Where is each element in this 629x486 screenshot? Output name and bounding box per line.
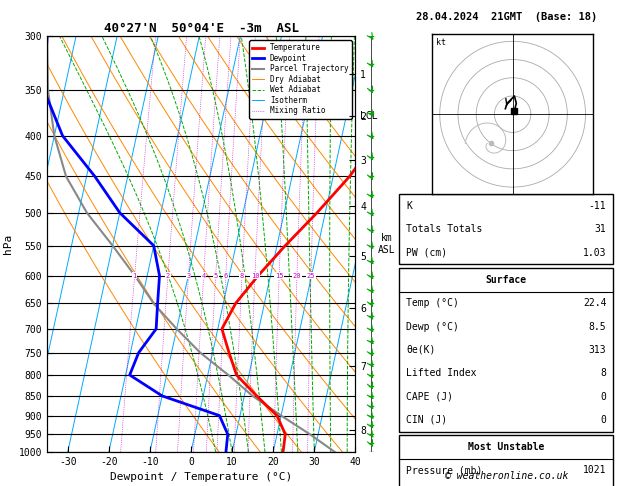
Legend: Temperature, Dewpoint, Parcel Trajectory, Dry Adiabat, Wet Adiabat, Isotherm, Mi: Temperature, Dewpoint, Parcel Trajectory… — [249, 40, 352, 119]
Text: 8: 8 — [240, 273, 244, 278]
Text: 22.4: 22.4 — [583, 298, 606, 308]
Text: 25: 25 — [307, 273, 315, 278]
Text: 313: 313 — [589, 345, 606, 355]
Bar — [399, 194, 613, 264]
Text: 0: 0 — [601, 415, 606, 425]
Text: Temp (°C): Temp (°C) — [406, 298, 459, 308]
Text: © weatheronline.co.uk: © weatheronline.co.uk — [445, 471, 568, 481]
Text: 1: 1 — [133, 273, 136, 278]
Y-axis label: hPa: hPa — [3, 234, 13, 254]
Text: 1.03: 1.03 — [583, 248, 606, 258]
Text: CIN (J): CIN (J) — [406, 415, 447, 425]
Text: 31: 31 — [594, 225, 606, 234]
Text: LCL: LCL — [360, 111, 377, 121]
Text: Totals Totals: Totals Totals — [406, 225, 482, 234]
Text: kt: kt — [436, 38, 446, 47]
Text: 8.5: 8.5 — [589, 322, 606, 331]
Bar — [399, 435, 613, 486]
Text: Most Unstable: Most Unstable — [468, 442, 545, 452]
Text: Lifted Index: Lifted Index — [406, 368, 477, 378]
X-axis label: Dewpoint / Temperature (°C): Dewpoint / Temperature (°C) — [110, 472, 292, 483]
Text: 1021: 1021 — [583, 466, 606, 475]
Text: 8: 8 — [601, 368, 606, 378]
Text: 2: 2 — [166, 273, 170, 278]
Text: Surface: Surface — [486, 275, 527, 285]
Text: 5: 5 — [214, 273, 218, 278]
Text: PW (cm): PW (cm) — [406, 248, 447, 258]
Text: K: K — [406, 201, 412, 211]
Text: 3: 3 — [186, 273, 191, 278]
Text: 0: 0 — [601, 392, 606, 401]
Text: -11: -11 — [589, 201, 606, 211]
Text: 28.04.2024  21GMT  (Base: 18): 28.04.2024 21GMT (Base: 18) — [416, 12, 597, 22]
Text: 4: 4 — [201, 273, 206, 278]
Text: Dewp (°C): Dewp (°C) — [406, 322, 459, 331]
Text: 6: 6 — [224, 273, 228, 278]
Text: 15: 15 — [275, 273, 284, 278]
Text: 10: 10 — [251, 273, 259, 278]
Text: θe(K): θe(K) — [406, 345, 436, 355]
Text: 20: 20 — [292, 273, 301, 278]
Bar — [399, 268, 613, 432]
Title: 40°27'N  50°04'E  -3m  ASL: 40°27'N 50°04'E -3m ASL — [104, 22, 299, 35]
Text: Pressure (mb): Pressure (mb) — [406, 466, 482, 475]
Text: CAPE (J): CAPE (J) — [406, 392, 454, 401]
Y-axis label: km
ASL: km ASL — [378, 233, 396, 255]
